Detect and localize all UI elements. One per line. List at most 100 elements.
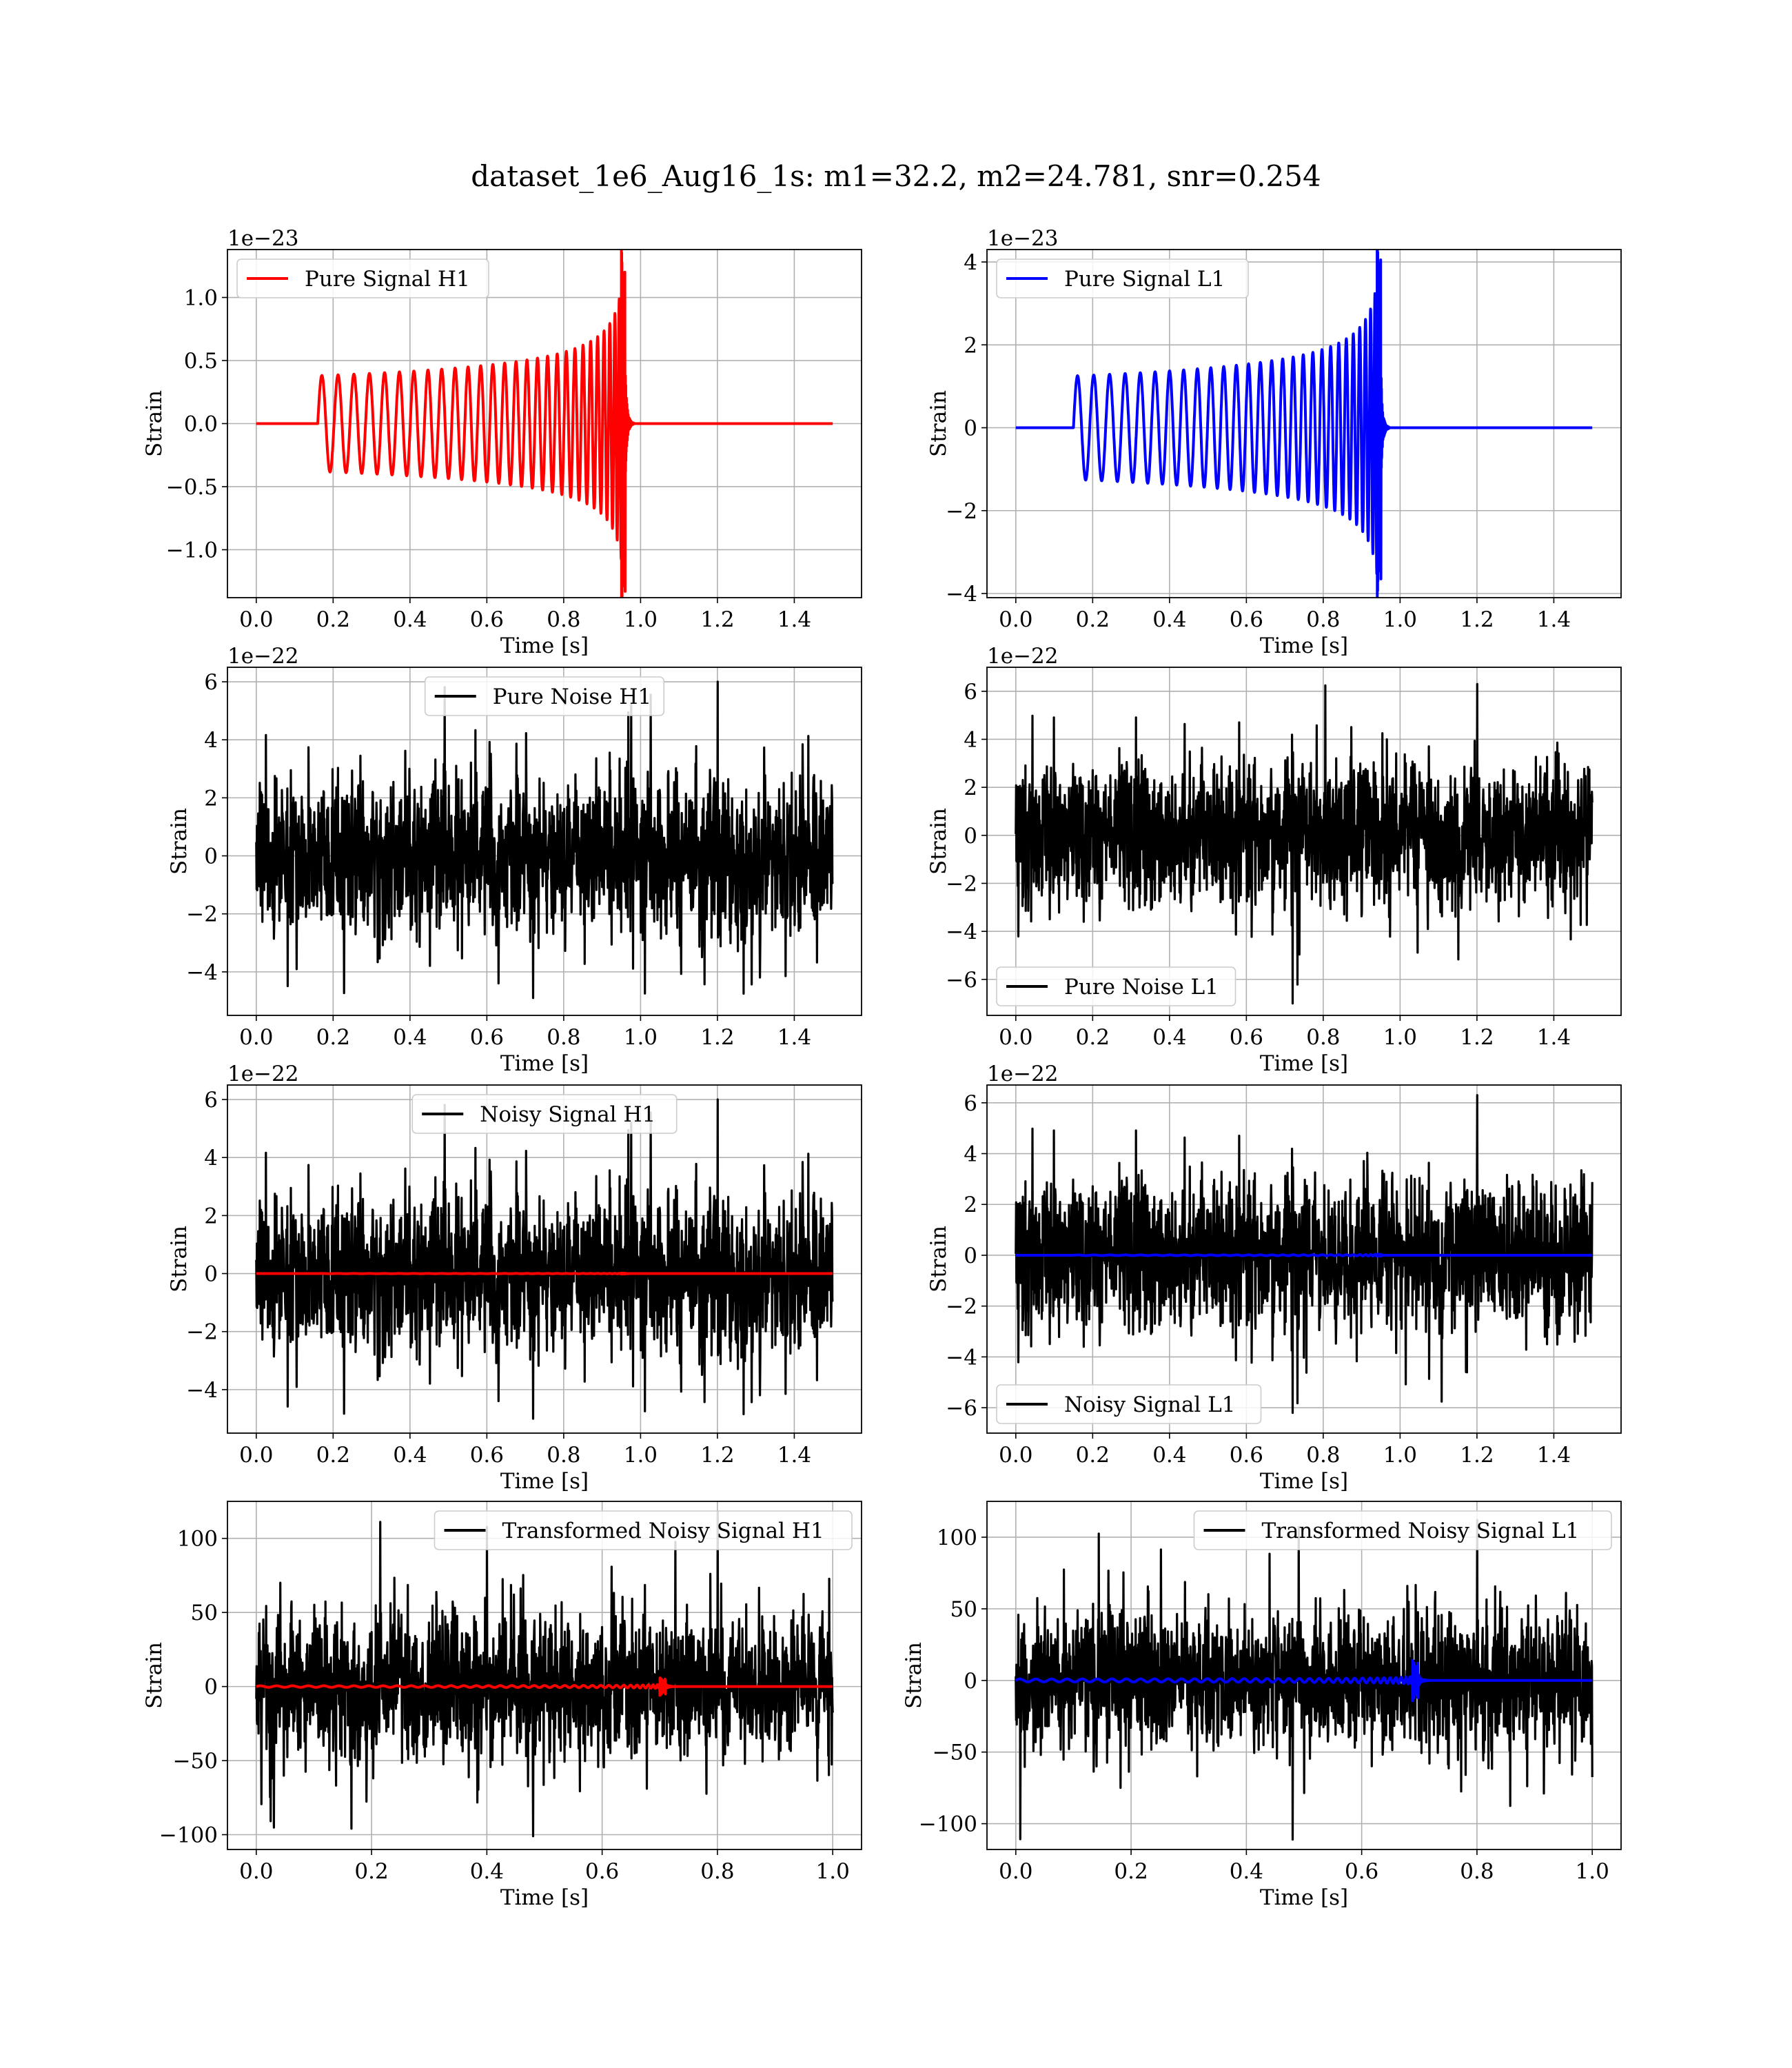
y-tick-label: 2 — [204, 1204, 218, 1228]
y-tick-label: 6 — [964, 1091, 977, 1116]
y-tick-label: −4 — [186, 960, 218, 985]
panel-p5: 0.0 0.2 0.4 0.6 0.8 1.0 1.2 1.4 −6 −4 −2 0 2 4 6 Time [… — [926, 1062, 1622, 1494]
x-tick-label: 0.2 — [1076, 607, 1110, 632]
panel-p3: 0.0 0.2 0.4 0.6 0.8 1.0 1.2 1.4 −6 −4 −2 0 2 4 6 Time [… — [926, 644, 1622, 1076]
y-tick-label: 100 — [937, 1525, 977, 1550]
legend: Transformed Noisy Signal H1 — [434, 1510, 853, 1550]
x-tick-label: 1.0 — [624, 1025, 658, 1050]
y-tick-label: −1.0 — [166, 538, 218, 562]
x-tick-label: 0.8 — [547, 607, 580, 632]
y-axis-label: Strain — [926, 390, 951, 457]
plot-frame — [986, 1084, 1622, 1434]
x-tick-label: 0.4 — [470, 1859, 504, 1884]
y-tick-label: −2 — [946, 499, 977, 524]
series-line-pure-signal-l1 — [1015, 250, 1594, 598]
plot-frame — [986, 249, 1622, 598]
x-tick-label: 1.0 — [1383, 607, 1417, 632]
x-tick-label: 0.4 — [1152, 607, 1186, 632]
y-tick-label: 0 — [964, 1669, 977, 1694]
x-tick-label: 0.8 — [1460, 1859, 1494, 1884]
y-axis-label: Strain — [902, 1642, 926, 1709]
legend: Pure Noise L1 — [996, 966, 1236, 1006]
series-line-pure-noise-h1 — [255, 680, 834, 1000]
y-axis-label: Strain — [926, 808, 951, 875]
legend: Transformed Noisy Signal L1 — [1193, 1510, 1612, 1550]
y-tick-label: −100 — [919, 1812, 977, 1837]
panel-p6: 0.0 0.2 0.4 0.6 0.8 1.0 −100 −50 0 50 100 Time [s] S… — [142, 1501, 862, 1910]
y-offset-label: 1e−22 — [987, 644, 1059, 669]
series-line-overlay-1 — [1015, 1659, 1594, 1703]
y-tick-label: 6 — [204, 670, 218, 695]
legend-box — [411, 1094, 678, 1134]
y-tick-label: −2 — [946, 871, 977, 896]
x-axis-label: Time [s] — [500, 1051, 589, 1076]
legend-box — [424, 676, 665, 716]
x-tick-label: 1.0 — [624, 1443, 658, 1468]
y-tick-label: 1.0 — [184, 286, 218, 311]
plot-frame — [227, 1501, 862, 1850]
legend-label: Pure Noise L1 — [1064, 975, 1219, 1000]
x-tick-label: 0.2 — [316, 1025, 350, 1050]
legend-box — [996, 966, 1236, 1006]
x-tick-label: 0.0 — [239, 1859, 273, 1884]
y-tick-label: −6 — [946, 1396, 977, 1421]
x-tick-label: 0.4 — [393, 607, 427, 632]
legend-box — [996, 258, 1249, 298]
x-tick-label: 0.2 — [1076, 1443, 1110, 1468]
legend-label: Transformed Noisy Signal H1 — [502, 1519, 824, 1543]
legend-box — [434, 1510, 853, 1550]
y-offset-label: 1e−22 — [987, 1062, 1059, 1086]
x-tick-label: 0.8 — [700, 1859, 734, 1884]
x-tick-label: 1.4 — [1537, 1443, 1571, 1468]
legend-box — [996, 1384, 1262, 1424]
y-tick-label: −0.5 — [166, 475, 218, 500]
y-tick-label: 50 — [191, 1601, 218, 1625]
y-axis-label: Strain — [142, 1642, 167, 1709]
x-tick-label: 1.2 — [1460, 1443, 1494, 1468]
y-tick-label: 4 — [964, 1142, 977, 1167]
y-tick-label: −50 — [933, 1741, 977, 1765]
x-tick-label: 0.6 — [1230, 1443, 1263, 1468]
series-line-overlay-1 — [255, 1271, 834, 1276]
x-tick-label: 0.6 — [1230, 607, 1263, 632]
y-tick-label: 0.5 — [184, 349, 218, 374]
panel-p0: 0.0 0.2 0.4 0.6 0.8 1.0 1.2 1.4 −1.0 −0.5 0.0 0.5 1.… — [142, 226, 862, 658]
y-tick-label: 6 — [964, 680, 977, 704]
y-tick-label: −2 — [946, 1295, 977, 1319]
y-tick-label: 0 — [204, 1262, 218, 1287]
series-line-overlay-1 — [1015, 1253, 1594, 1258]
y-tick-label: 6 — [204, 1088, 218, 1113]
x-tick-label: 0.4 — [393, 1443, 427, 1468]
y-tick-label: 2 — [204, 786, 218, 811]
x-axis-label: Time [s] — [500, 633, 589, 658]
legend: Noisy Signal L1 — [996, 1384, 1262, 1424]
legend-label: Pure Signal L1 — [1064, 267, 1225, 292]
x-tick-label: 0.2 — [1076, 1025, 1110, 1050]
y-tick-label: 2 — [964, 1193, 977, 1217]
x-tick-label: 0.0 — [999, 1859, 1032, 1884]
y-tick-label: −4 — [186, 1378, 218, 1403]
legend: Noisy Signal H1 — [411, 1094, 678, 1134]
y-axis-label: Strain — [167, 1226, 192, 1292]
legend: Pure Noise H1 — [424, 676, 665, 716]
legend-box — [1193, 1510, 1612, 1550]
y-tick-label: 0 — [964, 416, 977, 441]
legend-box — [236, 258, 489, 298]
x-tick-label: 0.2 — [1114, 1859, 1148, 1884]
y-tick-label: −2 — [186, 902, 218, 927]
panel-p1: 0.0 0.2 0.4 0.6 0.8 1.0 1.2 1.4 −4 −2 0 2 4 Time [s] S… — [926, 226, 1622, 658]
series-line-noisy-signal-l1 — [1015, 1094, 1594, 1415]
x-tick-label: 0.6 — [1345, 1859, 1378, 1884]
y-tick-label: −4 — [946, 582, 977, 607]
y-tick-label: 100 — [177, 1527, 218, 1552]
x-tick-label: 0.0 — [239, 1025, 273, 1050]
x-tick-label: 0.0 — [999, 607, 1032, 632]
series-line-overlay-1 — [255, 1676, 834, 1697]
y-tick-label: 0 — [964, 824, 977, 849]
y-tick-label: −6 — [946, 968, 977, 993]
y-axis-label: Strain — [926, 1226, 951, 1292]
y-tick-label: 4 — [204, 1146, 218, 1170]
series-line-transformed-noisy-signal-l1 — [1015, 1519, 1594, 1841]
y-tick-label: −2 — [186, 1320, 218, 1345]
y-tick-label: 4 — [964, 727, 977, 752]
